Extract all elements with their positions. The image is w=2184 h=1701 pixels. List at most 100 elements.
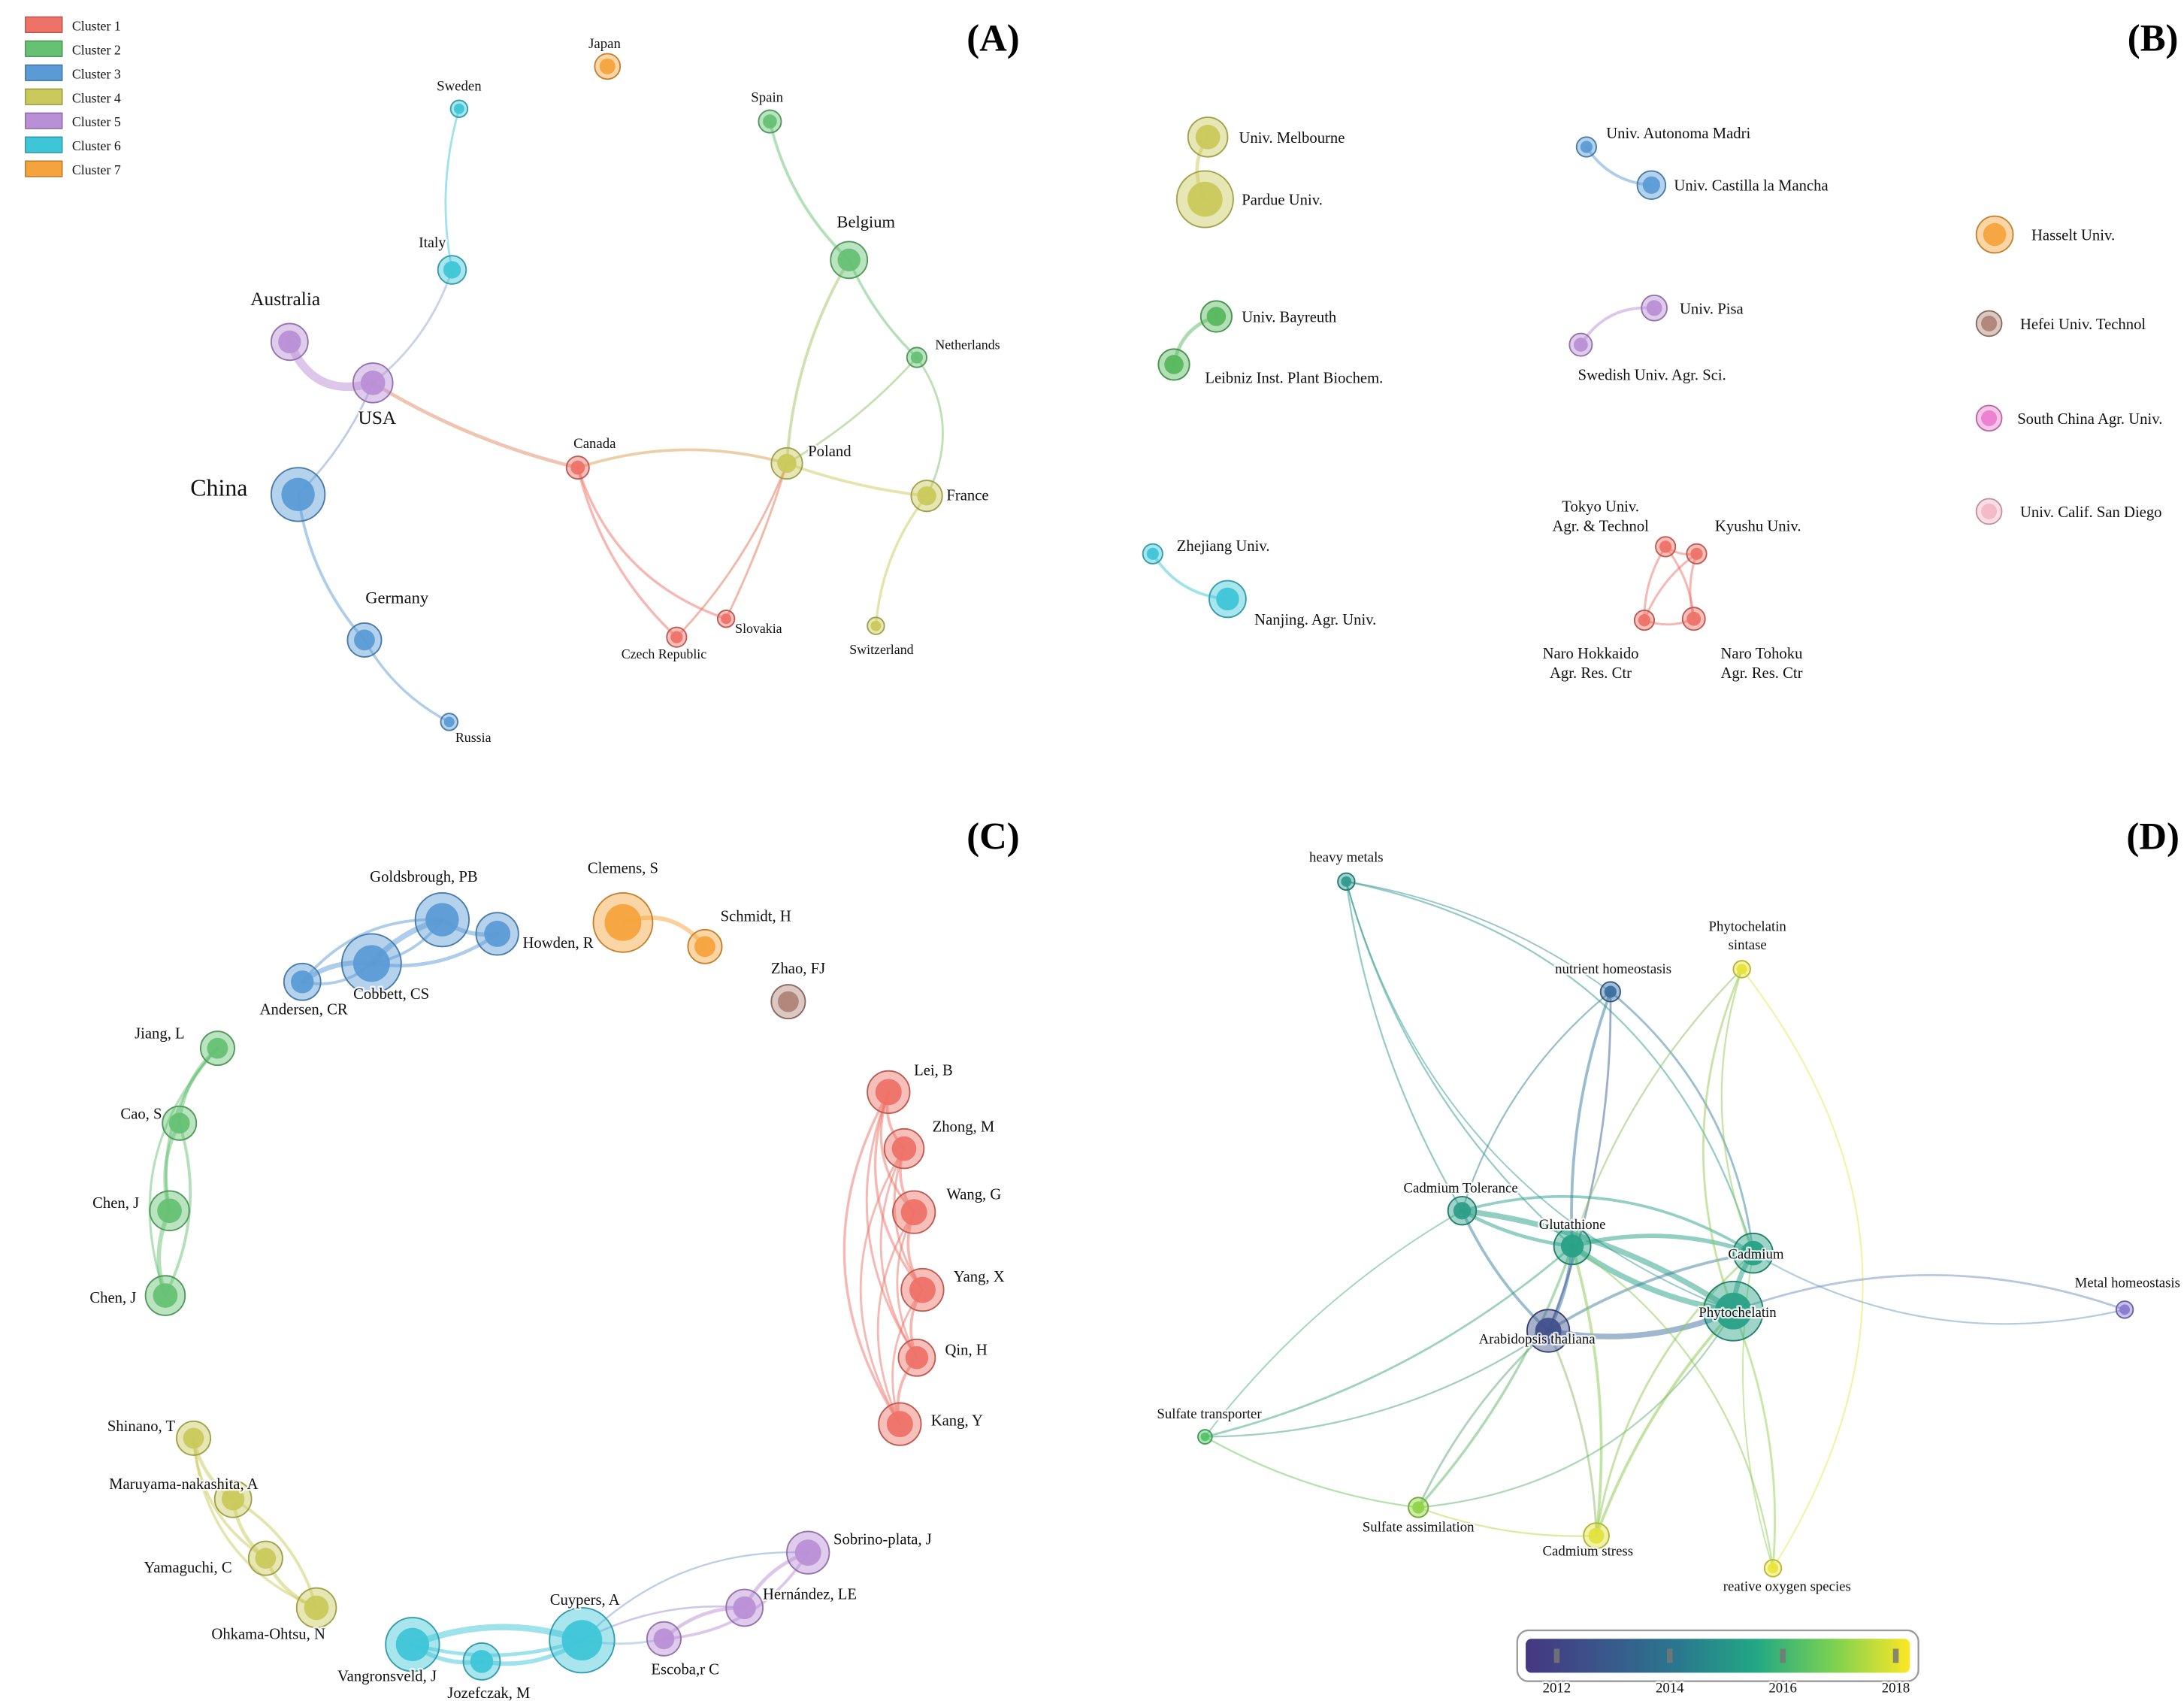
node-core-circle xyxy=(777,453,797,474)
node-label-bayreuth: Univ. Bayreuth xyxy=(1242,310,1337,326)
node-schmidt xyxy=(687,928,723,964)
edge-arab-cadmium xyxy=(1547,1252,1755,1333)
edge-canada-poland xyxy=(576,448,788,470)
edge-jiang-chen2 xyxy=(148,1047,219,1297)
node-melbourne xyxy=(1187,117,1229,158)
panel-label-A: (A) xyxy=(966,17,1019,59)
node-chen2 xyxy=(144,1275,186,1316)
edge-sintase-glut xyxy=(1571,968,1743,1247)
node-label-hasselt: Hasselt Univ. xyxy=(2031,228,2115,244)
node-core-circle xyxy=(599,58,616,74)
node-core-circle xyxy=(1686,611,1702,626)
node-label-swedish: Swedish Univ. Agr. Sci. xyxy=(1578,368,1726,384)
node-label-shinano: Shinano, T xyxy=(107,1418,176,1435)
node-heavymetals xyxy=(1337,872,1356,891)
node-core-circle xyxy=(653,1628,675,1650)
node-swedish xyxy=(1568,332,1593,357)
node-label-lei: Lei, B xyxy=(914,1062,953,1079)
edge-ros-cadmium xyxy=(1742,1252,1774,1569)
edge-metalhomeo-cadmium xyxy=(1752,1252,2126,1325)
node-hokkaido xyxy=(1633,610,1656,631)
node-label-belgium: Belgium xyxy=(836,213,895,232)
node-core-circle xyxy=(886,1411,913,1438)
node-core-circle xyxy=(1146,547,1159,560)
node-label-zhejiang: Zhejiang Univ. xyxy=(1177,538,1270,555)
edge-heavymetals-phyto xyxy=(1345,880,1735,1312)
node-wang xyxy=(892,1190,936,1234)
node-germany xyxy=(346,622,383,658)
node-switzerland xyxy=(867,616,885,635)
legend-swatch-cluster-1 xyxy=(25,16,63,33)
node-core-circle xyxy=(1453,1202,1472,1220)
edge-vangronsveld-cuypers xyxy=(410,1638,584,1657)
edge-canada-slovakia xyxy=(576,466,727,620)
node-cuypers xyxy=(549,1607,616,1674)
node-label-yang: Yang, X xyxy=(954,1269,1005,1285)
node-pisa xyxy=(1641,294,1668,322)
node-japan xyxy=(594,53,622,80)
node-core-circle xyxy=(1646,300,1662,316)
node-core-circle xyxy=(443,716,455,728)
node-core-circle xyxy=(1560,1234,1584,1258)
legend-label-cluster-6: Cluster 6 xyxy=(72,138,121,153)
node-core-circle xyxy=(733,1596,756,1620)
colorbar-tick-mark xyxy=(1892,1648,1899,1663)
node-nutrient xyxy=(1599,981,1621,1003)
edge-china-germany xyxy=(296,492,366,642)
node-label-italy: Italy xyxy=(419,235,446,251)
node-core-circle xyxy=(1195,124,1221,150)
node-core-circle xyxy=(2119,1304,2131,1315)
node-kyushu xyxy=(1686,543,1708,564)
node-core-circle xyxy=(604,903,642,941)
node-label-usa: USA xyxy=(358,407,397,428)
legend-label-cluster-3: Cluster 3 xyxy=(72,66,121,81)
node-cao xyxy=(162,1105,198,1141)
edge-vangronsveld-cuypers xyxy=(409,1624,585,1648)
edge-shinano-ohkama xyxy=(192,1436,318,1609)
node-pardue xyxy=(1175,170,1234,229)
node-metalhomeo xyxy=(2115,1300,2134,1319)
node-label-line: Agr. Res. Ctr xyxy=(1720,665,1802,682)
node-kang xyxy=(878,1402,922,1446)
node-zhejiang xyxy=(1142,543,1163,564)
node-sintase xyxy=(1732,960,1751,979)
node-cadtol xyxy=(1447,1196,1478,1226)
node-label-tokyo: Tokyo Univ. Agr. & Technol xyxy=(1552,498,1649,534)
panel-D-edges xyxy=(1203,880,2126,1569)
node-core-circle xyxy=(1638,614,1651,627)
node-jiang xyxy=(199,1031,235,1067)
edge-zhong-kang xyxy=(859,1147,906,1426)
cluster-legend: Cluster 1 Cluster 2 Cluster 3 Cluster 4 Clus… xyxy=(25,16,123,180)
node-core-circle xyxy=(900,1199,927,1226)
node-label-spain: Spain xyxy=(751,89,783,105)
panel-A-labels: Japan Sweden Spain Italy Belgium Australia USA… xyxy=(189,34,1002,746)
node-label-chen2: Chen, J xyxy=(89,1290,136,1306)
node-label-ohkama: Ohkama-Ohtsu, N xyxy=(211,1626,325,1642)
node-ucsd xyxy=(1975,498,2003,525)
colorbar-tick-mark xyxy=(1667,1648,1673,1663)
node-label-nutrient: nutrient homeostasis xyxy=(1555,961,1671,977)
colorbar-gradient xyxy=(1526,1639,1910,1673)
node-label-phyto: Phytochelatin xyxy=(1698,1305,1777,1321)
node-label-tohoku: Naro Tohoku Agr. Res. Ctr xyxy=(1720,646,1802,682)
node-hernandez xyxy=(725,1588,764,1627)
node-label-japan: Japan xyxy=(588,36,621,52)
colorbar-tick-label: 2018 xyxy=(1882,1681,1910,1696)
node-label-howden: Howden, R xyxy=(522,935,593,952)
edge-yang-kang xyxy=(891,1288,924,1426)
edge-cadstress-glut xyxy=(1571,1244,1603,1537)
node-core-circle xyxy=(875,1079,902,1106)
node-label-cadtol: Cadmium Tolerance xyxy=(1403,1180,1517,1196)
legend-swatch-cluster-6 xyxy=(25,136,63,153)
node-core-circle xyxy=(1981,315,1998,331)
edge-ros-phyto xyxy=(1732,1309,1777,1569)
edge-sulfassim-arab xyxy=(1417,1330,1550,1509)
node-vangronsveld xyxy=(385,1617,440,1672)
node-core-circle xyxy=(1741,1240,1766,1266)
node-bayreuth xyxy=(1199,300,1233,333)
node-core-circle xyxy=(837,248,861,272)
node-label-poland: Poland xyxy=(808,443,852,460)
edge-poland-france xyxy=(785,462,928,498)
edge-sulfassim-glut xyxy=(1417,1245,1574,1509)
